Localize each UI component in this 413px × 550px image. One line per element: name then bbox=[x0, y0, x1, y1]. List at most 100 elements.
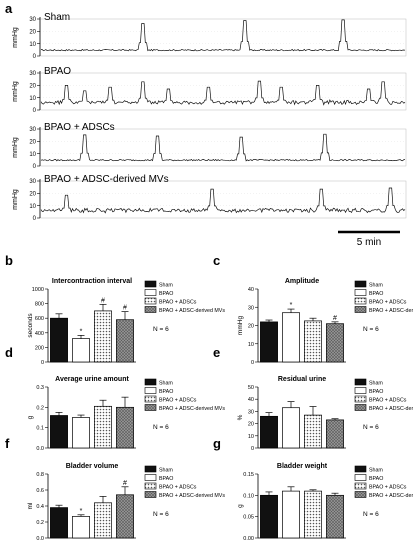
panel-letter: e bbox=[213, 345, 220, 360]
trace-tick-label: 10 bbox=[29, 96, 36, 102]
y-tick-label: 0.0 bbox=[36, 536, 44, 542]
y-tick-label: 0.0 bbox=[36, 446, 44, 452]
trace-ylabel: mmHg bbox=[12, 137, 19, 158]
significance-marker: # bbox=[123, 480, 127, 487]
chart-title: Bladder volume bbox=[66, 463, 119, 470]
legend-swatch bbox=[144, 395, 157, 403]
y-tick-label: 800 bbox=[35, 302, 44, 308]
bar bbox=[50, 317, 68, 363]
panel-letter: b bbox=[5, 253, 13, 268]
y-tick-label: 200 bbox=[35, 345, 44, 351]
scale-bar-label: 5 min bbox=[357, 237, 381, 248]
legend-label: Sham bbox=[369, 467, 383, 473]
y-tick-label: 400 bbox=[35, 331, 44, 337]
trace-tick-label: 20 bbox=[29, 30, 36, 36]
chart-title: Amplitude bbox=[285, 278, 319, 285]
legend-swatch bbox=[144, 387, 157, 394]
bar bbox=[50, 507, 68, 539]
n-label: N = 6 bbox=[363, 424, 379, 431]
bar bbox=[326, 419, 344, 449]
legend-swatch bbox=[144, 404, 157, 411]
bar bbox=[282, 490, 300, 539]
legend-label: Sham bbox=[159, 467, 173, 473]
trace-line bbox=[40, 80, 406, 106]
legend-label: BPAO + ADSC-derived MVs bbox=[159, 308, 225, 314]
panel-g: g Bladder weight g 0.00 0.05 0.10 0.15 Sham BPAO… bbox=[213, 436, 413, 542]
legend-label: Sham bbox=[159, 380, 173, 386]
legend-label: BPAO + ADSCs bbox=[159, 484, 197, 490]
significance-marker: * bbox=[80, 508, 83, 515]
chart-ylabel: ml bbox=[27, 502, 34, 509]
panel-d: d Average urine amount g 0.0 0.1 0.2 0.3 Sham BP… bbox=[5, 345, 225, 452]
n-label: N = 6 bbox=[153, 511, 169, 518]
trace-ylabel: mmHg bbox=[12, 81, 19, 102]
chart-ylabel: g bbox=[237, 504, 244, 508]
legend-label: Sham bbox=[159, 282, 173, 288]
trace-tick-label: 30 bbox=[29, 71, 36, 77]
y-tick-label: 0.1 bbox=[36, 426, 44, 432]
significance-marker: * bbox=[290, 302, 293, 309]
trace-tick-label: 30 bbox=[29, 179, 36, 185]
y-tick-label: 0.15 bbox=[243, 472, 254, 478]
trace-tick-label: 20 bbox=[29, 140, 36, 146]
legend-swatch bbox=[144, 280, 157, 288]
trace-panel: 30 20 10 0 mmHg Sham bbox=[12, 12, 407, 60]
bar bbox=[326, 323, 344, 363]
legend-label: BPAO + ADSC-derived MVs bbox=[369, 406, 413, 412]
trace-panel: 30 20 10 0 mmHg BPAO bbox=[12, 66, 407, 114]
trace-line bbox=[40, 187, 406, 214]
legend-label: BPAO + ADSC-derived MVs bbox=[369, 493, 413, 499]
y-tick-label: 0.4 bbox=[36, 504, 44, 510]
legend-swatch bbox=[144, 306, 157, 313]
chart-title: Intercontraction interval bbox=[52, 278, 132, 285]
y-tick-label: 0 bbox=[41, 360, 44, 366]
trace-label: Sham bbox=[44, 12, 70, 23]
legend-swatch bbox=[354, 395, 367, 403]
legend-swatch bbox=[354, 474, 367, 481]
legend-swatch bbox=[144, 474, 157, 481]
bar bbox=[116, 319, 134, 363]
trace-ylabel: mmHg bbox=[12, 27, 19, 48]
legend-swatch bbox=[144, 482, 157, 490]
trace-panel: 30 20 10 0 mmHg BPAO + ADSCs bbox=[12, 122, 407, 170]
legend-swatch bbox=[354, 404, 367, 411]
y-tick-label: 0.6 bbox=[36, 488, 44, 494]
legend-label: BPAO bbox=[369, 291, 383, 297]
bar bbox=[326, 494, 344, 539]
chart-ylabel: % bbox=[237, 414, 244, 420]
legend-label: BPAO + ADSC-derived MVs bbox=[369, 308, 413, 314]
bar bbox=[304, 490, 322, 539]
legend-swatch bbox=[354, 378, 367, 386]
legend-label: Sham bbox=[369, 282, 383, 288]
significance-marker: # bbox=[123, 305, 127, 312]
legend-label: BPAO bbox=[159, 291, 173, 297]
y-tick-label: 50 bbox=[248, 385, 254, 391]
legend-swatch bbox=[144, 297, 157, 305]
y-tick-label: 30 bbox=[248, 409, 254, 415]
legend-label: BPAO bbox=[159, 389, 173, 395]
trace-ylabel: mmHg bbox=[12, 189, 19, 210]
significance-marker: # bbox=[333, 315, 337, 322]
n-label: N = 6 bbox=[363, 511, 379, 518]
significance-marker: # bbox=[101, 297, 105, 304]
trace-tick-label: 30 bbox=[29, 17, 36, 23]
y-tick-label: 0.8 bbox=[36, 472, 44, 478]
bar bbox=[72, 338, 90, 363]
legend-label: Sham bbox=[369, 380, 383, 386]
y-tick-label: 0 bbox=[251, 360, 254, 366]
chart-title: Average urine amount bbox=[55, 376, 129, 383]
legend-swatch bbox=[144, 491, 157, 498]
trace-label: BPAO + ADSCs bbox=[44, 122, 115, 133]
y-tick-label: 10 bbox=[248, 342, 254, 348]
y-tick-label: 40 bbox=[248, 397, 254, 403]
y-tick-label: 0.3 bbox=[36, 385, 44, 391]
trace-tick-label: 0 bbox=[33, 164, 37, 170]
bar bbox=[260, 494, 278, 539]
chart-title: Residual urine bbox=[278, 376, 326, 383]
significance-marker: * bbox=[80, 328, 83, 335]
legend-label: BPAO + ADSCs bbox=[369, 299, 407, 305]
bar bbox=[116, 406, 134, 449]
trace-tick-label: 10 bbox=[29, 204, 36, 210]
